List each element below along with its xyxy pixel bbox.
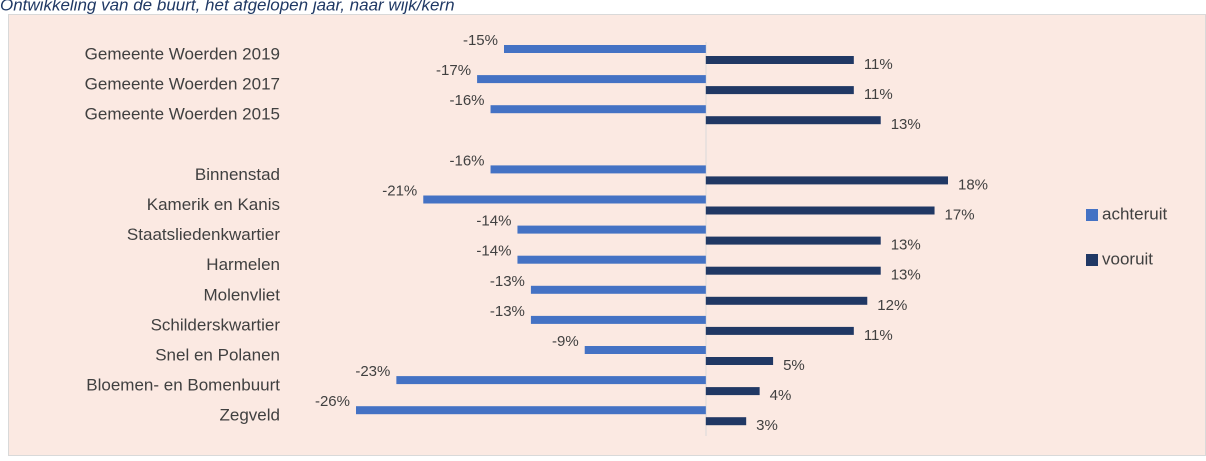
data-label: 4% [770, 387, 792, 404]
category-label: Binnenstad [195, 165, 280, 184]
data-label: -13% [490, 273, 525, 290]
data-label: 13% [891, 267, 921, 284]
bar [705, 326, 854, 335]
data-label: -9% [552, 333, 579, 350]
bar [423, 195, 706, 204]
bar [530, 315, 706, 324]
bar [584, 346, 706, 354]
data-label: -14% [476, 243, 511, 260]
bar [490, 105, 706, 114]
bar [356, 406, 706, 415]
bar [705, 387, 760, 396]
category-label: Harmelen [206, 255, 280, 274]
data-label: 12% [877, 297, 907, 314]
data-label: -15% [463, 32, 498, 49]
legend-swatch [1086, 254, 1098, 266]
bar [530, 285, 706, 294]
data-label: 13% [891, 237, 921, 254]
bar [504, 45, 706, 53]
category-label: Kamerik en Kanis [147, 195, 280, 214]
data-label: 11% [864, 327, 893, 344]
category-label: Gemeente Woerden 2017 [85, 75, 280, 94]
data-label: 17% [945, 206, 975, 223]
data-label: -26% [315, 393, 350, 410]
legend-label: achteruit [1102, 204, 1167, 223]
bar [490, 165, 706, 174]
data-label: 11% [864, 56, 893, 73]
bar [517, 225, 706, 234]
data-label: 5% [783, 357, 805, 374]
data-label: -14% [476, 213, 511, 230]
category-label: Gemeente Woerden 2015 [85, 105, 280, 124]
data-label: -21% [382, 182, 417, 199]
bar [517, 255, 706, 264]
data-label: -13% [490, 303, 525, 320]
legend-label: vooruit [1102, 249, 1153, 268]
data-label: -16% [450, 92, 485, 109]
bar [705, 206, 935, 215]
bar [705, 56, 854, 64]
data-label: 13% [891, 116, 921, 133]
category-label: Schilderskwartier [151, 315, 281, 334]
category-label: Gemeente Woerden 2019 [85, 44, 280, 63]
bar [705, 296, 868, 305]
category-label: Bloemen- en Bomenbuurt [86, 376, 280, 395]
bar [705, 86, 854, 95]
bar [705, 236, 881, 245]
bar [705, 417, 747, 426]
category-label: Zegveld [220, 406, 280, 425]
bar [705, 116, 881, 125]
data-label: 11% [864, 86, 893, 103]
data-label: 18% [958, 176, 988, 193]
bar [705, 357, 774, 365]
data-label: -23% [355, 363, 390, 380]
chart-title: Ontwikkeling van de buurt, het afgelopen… [0, 0, 455, 14]
legend-swatch [1086, 209, 1098, 221]
data-label: 3% [756, 417, 778, 434]
category-label: Staatsliedenkwartier [127, 225, 280, 244]
bar [477, 75, 706, 84]
bar [396, 376, 706, 385]
data-label: -16% [450, 152, 485, 169]
category-label: Molenvliet [203, 285, 280, 304]
data-label: -17% [436, 62, 471, 79]
bar [705, 266, 881, 275]
bar [705, 176, 948, 185]
category-label: Snel en Polanen [155, 345, 280, 364]
